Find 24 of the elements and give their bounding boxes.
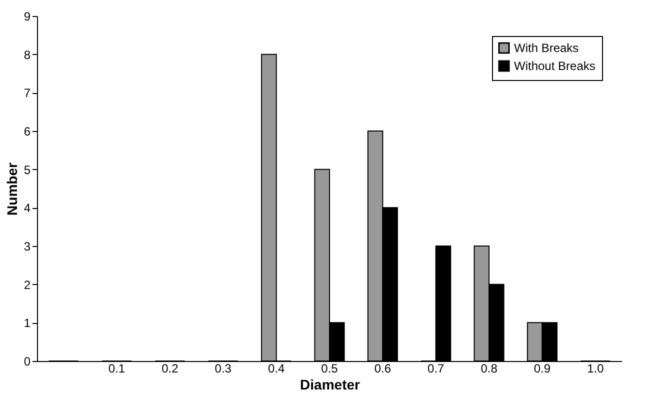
x-tick-label: 0.2 [162, 362, 179, 376]
y-tick-label: 4 [24, 201, 31, 216]
x-tick-label: 0.1 [108, 362, 126, 376]
x-tick-label: 1.0 [587, 362, 604, 376]
y-tick-label: 3 [24, 240, 31, 254]
y-tick-label: 1 [24, 316, 31, 330]
x-axis-title: Diameter [300, 376, 361, 392]
y-tick-label: 0 [24, 354, 31, 368]
y-tick-label: 5 [24, 162, 31, 177]
y-tick-label: 2 [24, 278, 31, 292]
legend-label: Without Breaks [514, 59, 596, 73]
legend-label: With Breaks [514, 41, 579, 55]
y-tick-label: 9 [24, 10, 31, 24]
y-tick-label: 8 [24, 48, 31, 62]
x-tick-label: 0.7 [428, 362, 445, 376]
x-tick-label: 0.8 [480, 362, 498, 376]
x-tick-label: 0.5 [321, 362, 338, 376]
x-tick-label: 0.4 [268, 362, 285, 376]
y-tick-label: 7 [24, 86, 31, 100]
x-tick-label: 0.3 [214, 362, 232, 376]
y-axis-title: Number [4, 162, 20, 216]
x-tick-label: 0.6 [374, 362, 392, 376]
y-tick-label: 6 [24, 124, 31, 138]
x-tick-label: 0.9 [534, 362, 551, 376]
